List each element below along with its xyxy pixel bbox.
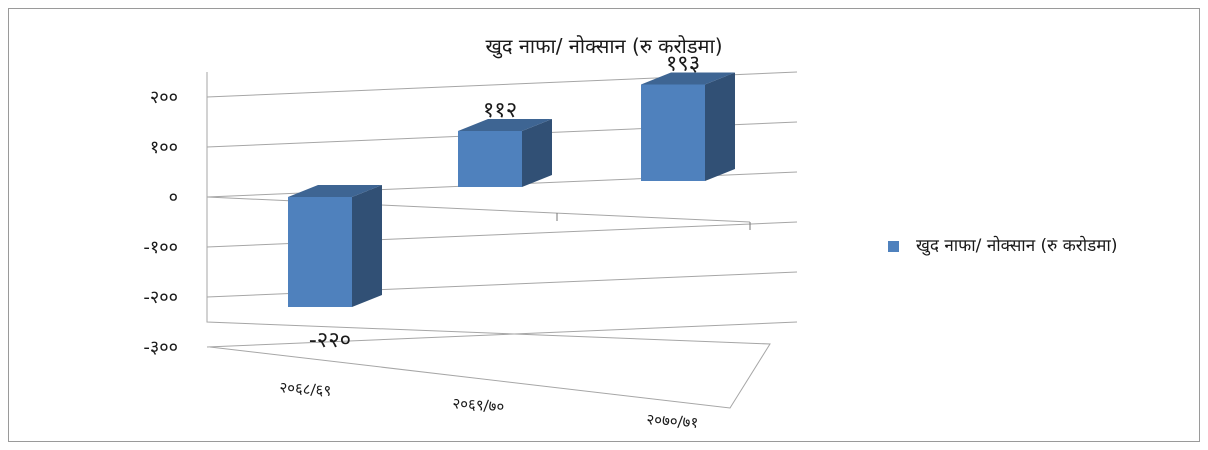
bar: [641, 84, 705, 181]
plot-wall-outline: [206, 72, 771, 409]
y-tick-label: -२००: [143, 287, 178, 308]
x-tick-label: २०६८/६९: [279, 378, 332, 400]
y-tick-label: -१००: [143, 237, 178, 258]
bar-side: [522, 119, 552, 187]
y-tick-label: २००: [150, 87, 178, 108]
bar-top: [288, 185, 382, 197]
gridline: [206, 321, 798, 348]
legend-label: खुद नाफा/ नोक्सान (रु करोडमा): [916, 236, 1118, 256]
data-label: -२२०: [309, 328, 351, 353]
chart-title: खुद नाफा/ नोक्सान (रु करोडमा): [485, 34, 723, 58]
bar-top: [458, 119, 552, 131]
x-tick-label: २०६९/७०: [452, 394, 505, 416]
legend-swatch: [888, 241, 899, 252]
data-label: १९३: [666, 52, 700, 77]
bar: [458, 131, 522, 187]
bar-side: [352, 185, 382, 307]
y-tick-label: -३००: [143, 337, 178, 358]
bar: [288, 197, 352, 307]
x-tick-label: २०७०/७१: [646, 410, 699, 432]
data-label: ११२: [483, 98, 517, 123]
y-tick-label: ०: [169, 187, 178, 208]
y-tick-label: १००: [150, 137, 178, 158]
bar-top: [641, 72, 735, 85]
bar-side: [705, 72, 735, 181]
